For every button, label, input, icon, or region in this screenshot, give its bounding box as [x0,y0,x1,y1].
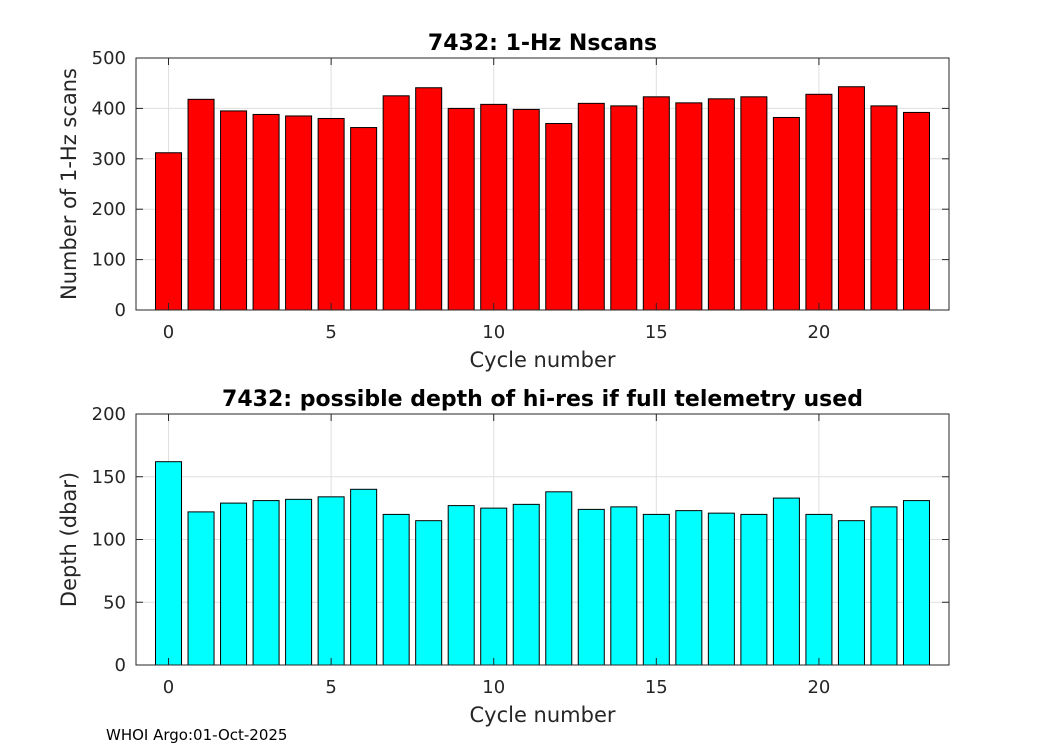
bar [837,86,865,311]
bar [155,461,183,666]
x-tick-label: 15 [645,677,668,698]
bar [837,520,865,666]
bar [512,108,540,311]
bar [805,93,833,311]
bar [382,513,410,666]
bar [902,500,930,666]
x-tick-label: 10 [482,677,505,698]
bar [252,113,280,311]
footer-stamp: WHOI Argo:01-Oct-2025 [106,726,288,744]
y-tick-label: 200 [92,199,126,220]
bar [285,115,313,311]
y-tick-label: 300 [92,149,126,170]
bar [772,497,800,666]
x-axis-label: Cycle number [469,348,615,372]
x-tick-label: 10 [482,322,505,343]
x-tick-label: 0 [163,677,174,698]
bar [480,103,508,311]
bar [610,506,638,666]
bar [480,507,508,666]
y-tick-label: 100 [92,530,126,551]
bar [220,110,248,311]
bar [187,98,215,311]
bar [642,513,670,666]
bar [220,502,248,666]
bar [772,116,800,311]
bar [545,491,573,666]
bar [415,87,443,311]
x-tick-label: 15 [645,322,668,343]
bar [870,506,898,666]
y-tick-label: 150 [92,467,126,488]
axes-box [135,57,950,311]
y-tick-label: 200 [92,404,126,425]
bar [707,512,735,666]
bar [350,127,378,311]
x-tick-label: 20 [807,677,830,698]
x-axis-label: Cycle number [469,703,615,727]
x-tick-label: 20 [807,322,830,343]
x-tick-label: 0 [163,322,174,343]
y-tick-label: 0 [115,655,126,676]
bar [252,500,280,666]
bar [642,96,670,311]
bar [707,98,735,311]
bar [902,111,930,311]
y-tick-label: 400 [92,98,126,119]
bar [805,513,833,666]
bar [415,520,443,666]
bar [447,505,475,666]
bar [447,107,475,311]
bar [675,510,703,666]
bar [512,503,540,666]
bar [187,511,215,666]
bar [870,105,898,311]
y-tick-label: 500 [92,48,126,69]
x-tick-label: 5 [325,322,336,343]
bar [545,123,573,311]
y-axis-label: Number of 1-Hz scans [57,68,81,300]
y-tick-label: 0 [115,300,126,321]
y-tick-label: 100 [92,250,126,271]
bar [285,498,313,666]
bar [317,496,345,666]
bar [577,102,605,311]
bar [675,102,703,311]
x-tick-label: 5 [325,677,336,698]
bar [610,105,638,311]
bar [317,117,345,311]
y-tick-label: 50 [103,592,126,613]
bar [577,508,605,666]
chart-title: 7432: possible depth of hi-res if full t… [222,387,863,412]
chart-title: 7432: 1-Hz Nscans [428,31,657,56]
bar [350,488,378,666]
y-axis-label: Depth (dbar) [57,472,81,607]
bar [155,152,183,311]
bar [740,513,768,666]
bar [382,95,410,311]
bar [740,96,768,311]
